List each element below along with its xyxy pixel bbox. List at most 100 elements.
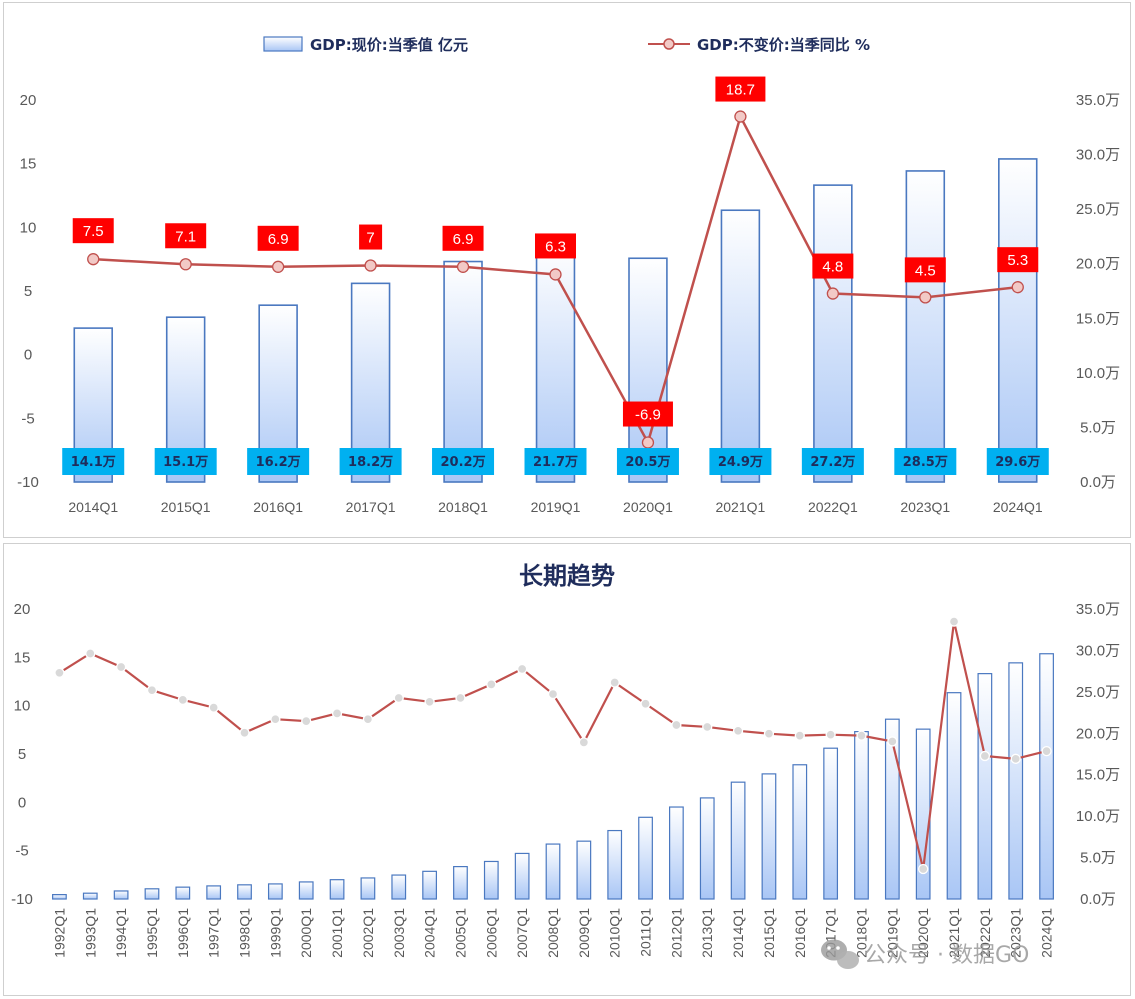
bar-data-label: 16.2万 <box>256 455 301 470</box>
bar-data-label: 14.1万 <box>71 455 116 470</box>
line-point <box>177 694 188 706</box>
category-label: 1994Q1 <box>113 908 129 958</box>
bar <box>206 885 222 900</box>
line-data-label-bg <box>622 401 673 427</box>
category-label: 2016Q1 <box>792 908 808 958</box>
category-label: 2016Q1 <box>253 499 303 515</box>
bar <box>854 731 869 900</box>
bar <box>813 184 853 483</box>
line-point <box>87 253 100 266</box>
category-label: 2014Q1 <box>68 499 118 515</box>
bar-data-label: 21.7万 <box>533 455 578 470</box>
line-point <box>455 692 466 704</box>
bar <box>699 797 715 900</box>
bar <box>884 718 900 900</box>
bar <box>267 883 283 900</box>
line-point <box>641 436 655 449</box>
line-point <box>54 667 65 678</box>
bar <box>443 260 483 483</box>
category-label: 1995Q1 <box>144 908 160 958</box>
line-data-label-bg <box>257 225 299 251</box>
right-axis-tick: 10.0万 <box>1076 365 1120 382</box>
bar <box>545 843 561 900</box>
bar-data-label: 20.5万 <box>625 455 670 470</box>
left-axis-tick: 15 <box>14 649 31 666</box>
bar-data-label: 18.2万 <box>348 455 393 470</box>
bar <box>360 877 376 900</box>
bar <box>905 170 946 483</box>
chart-title: 长期趋势 <box>519 561 615 590</box>
bar <box>730 781 746 900</box>
bar <box>237 884 252 900</box>
recent-quarters-chart: 20 15 10 5 0 -5 -10 35.0万 30.0万 25.0万 20.0万 15.0万 10… <box>17 76 1120 515</box>
line-data-label: 6.9 <box>453 231 474 248</box>
category-label: 1996Q1 <box>175 908 191 958</box>
right-axis-tick: 35.0万 <box>1076 92 1120 109</box>
category-label: 2023Q1 <box>1008 908 1024 958</box>
line-data-label-bg <box>715 76 766 102</box>
category-label: 1997Q1 <box>206 908 222 958</box>
line-point <box>732 725 744 736</box>
bar-data-label: 20.2万 <box>441 455 486 470</box>
right-axis-tick: 0.0万 <box>1080 891 1116 908</box>
bar-data-label: 24.9万 <box>718 455 763 470</box>
bar-data-label-bg <box>339 448 402 475</box>
category-label: 2010Q1 <box>607 908 623 958</box>
line-point <box>393 692 404 704</box>
bar <box>535 244 576 483</box>
line-point <box>919 291 932 304</box>
line-point <box>979 750 991 762</box>
line-point <box>115 661 127 673</box>
right-axis-tick: 30.0万 <box>1076 147 1120 164</box>
bar-data-label: 27.2万 <box>810 455 855 470</box>
bar <box>1008 662 1024 900</box>
category-label: 2020Q1 <box>915 908 931 958</box>
bar <box>576 840 592 900</box>
right-axis-tick: 10.0万 <box>1076 808 1120 825</box>
bar-data-label-bg <box>801 448 864 475</box>
bar <box>52 894 67 900</box>
line-point <box>826 287 840 300</box>
bar-data-label: 15.1万 <box>163 455 208 470</box>
line-point <box>763 728 775 739</box>
line-point <box>825 729 836 740</box>
right-axis-tick: 35.0万 <box>1076 601 1120 618</box>
category-label: 2022Q1 <box>808 499 858 515</box>
line-point <box>85 648 96 659</box>
category-label: 2004Q1 <box>422 908 438 958</box>
category-label: 2021Q1 <box>946 908 962 958</box>
right-axis-tick: 15.0万 <box>1076 310 1120 327</box>
category-label: 2021Q1 <box>715 499 765 515</box>
bar <box>792 764 808 900</box>
bar-data-label-bg <box>986 448 1049 475</box>
line-point <box>640 698 651 709</box>
line-point <box>456 260 470 273</box>
category-label: 2006Q1 <box>483 908 499 958</box>
line-point <box>208 702 219 713</box>
left-axis-tick: 5 <box>24 283 32 300</box>
line-data-label: 5.3 <box>1007 252 1028 269</box>
category-label: 2020Q1 <box>623 499 673 515</box>
line-point <box>856 730 867 741</box>
right-axis-tick: 30.0万 <box>1076 642 1120 659</box>
bar <box>638 816 653 900</box>
left-axis-tick: -10 <box>17 474 39 491</box>
legend-bar-swatch <box>263 36 303 52</box>
right-axis-tick: 25.0万 <box>1076 684 1120 701</box>
chart-panel-long-term <box>3 543 1131 996</box>
category-label: 2024Q1 <box>1039 908 1055 958</box>
line-point <box>362 714 374 725</box>
bar-data-label-bg <box>524 448 587 475</box>
line-point <box>549 268 562 281</box>
bar <box>1039 653 1054 900</box>
category-label: 2000Q1 <box>298 908 314 958</box>
line-point <box>547 688 559 700</box>
line-point <box>609 677 620 688</box>
category-label: 2024Q1 <box>993 499 1043 515</box>
bar <box>175 886 191 900</box>
left-axis-tick: 0 <box>18 794 26 811</box>
category-label: 2005Q1 <box>452 908 468 958</box>
left-axis-tick: 10 <box>14 698 31 715</box>
category-label: 2019Q1 <box>531 499 581 515</box>
category-label: 1999Q1 <box>267 908 283 958</box>
